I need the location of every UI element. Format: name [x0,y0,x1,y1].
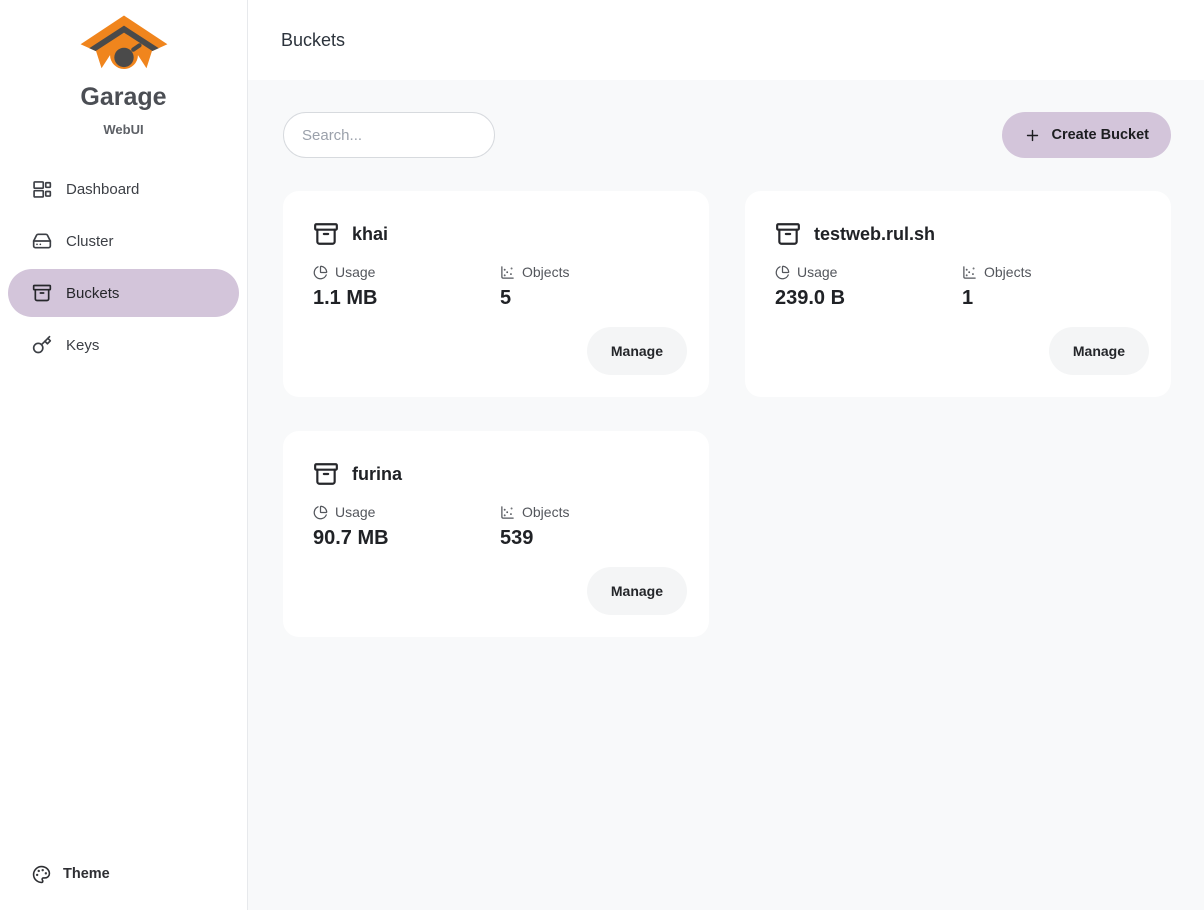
bucket-card-header: furina [313,461,687,487]
objects-value: 5 [500,287,512,309]
usage-label: Usage [335,504,376,520]
palette-icon [32,865,51,883]
main-area: Buckets Create Bucket khai [248,0,1204,910]
bucket-name: testweb.rul.sh [814,223,936,244]
create-bucket-label: Create Bucket [1051,127,1149,143]
sidebar-item-label: Dashboard [66,180,140,198]
bucket-card: testweb.rul.sh Usage 239.0 B [745,191,1171,397]
key-icon [32,335,52,354]
page-title: Buckets [281,29,346,50]
bucket-card-header: testweb.rul.sh [775,221,1149,247]
sidebar-nav: Dashboard Cluster Buckets [0,165,247,369]
content-area: Create Bucket khai [248,80,1204,910]
dashboard-icon [33,181,52,198]
create-bucket-button[interactable]: Create Bucket [1002,112,1171,158]
bucket-icon [314,463,338,485]
usage-stat: Usage 90.7 MB [313,504,500,550]
bucket-card: khai Usage 1.1 MB [283,191,709,397]
theme-label: Theme [63,866,110,882]
app-name: Garage [80,83,167,111]
scatter-chart-icon [501,265,514,279]
sidebar-item-label: Cluster [66,232,114,250]
bucket-stats: Usage 239.0 B Objects 1 [775,264,1149,310]
usage-value: 239.0 B [775,287,846,309]
sidebar-item-cluster[interactable]: Cluster [8,217,239,265]
sidebar-footer: Theme [0,852,247,910]
usage-value: 1.1 MB [313,287,378,309]
usage-label: Usage [797,264,838,280]
top-bar: Buckets [248,0,1204,80]
sidebar-item-label: Keys [66,336,100,354]
search-input[interactable] [283,112,495,158]
usage-stat: Usage 239.0 B [775,264,962,310]
objects-value: 539 [500,527,534,549]
bucket-grid: khai Usage 1.1 MB [283,191,1171,637]
scatter-chart-icon [963,265,976,279]
objects-label: Objects [522,264,570,280]
objects-stat: Objects 1 [962,264,1149,310]
bucket-icon [314,223,338,245]
bucket-name: furina [352,463,403,484]
bucket-icon [776,223,800,245]
bucket-card: furina Usage 90.7 MB [283,431,709,637]
app-logo-block: Garage WebUI [0,0,247,137]
manage-button[interactable]: Manage [1048,327,1149,375]
app-subtitle: WebUI [103,122,144,137]
usage-stat: Usage 1.1 MB [313,264,500,310]
bucket-name: khai [352,223,389,244]
bucket-stats: Usage 1.1 MB Objects 5 [313,264,687,310]
usage-value: 90.7 MB [313,527,389,549]
sidebar-item-keys[interactable]: Keys [8,321,239,369]
usage-label: Usage [335,264,376,280]
scatter-chart-icon [501,505,514,519]
pie-chart-icon [775,265,790,279]
objects-label: Objects [522,504,570,520]
sidebar-item-dashboard[interactable]: Dashboard [8,165,239,213]
garage-logo-icon [80,15,167,70]
manage-button[interactable]: Manage [586,567,687,615]
cluster-icon [32,233,52,249]
pie-chart-icon [313,265,328,279]
theme-toggle[interactable]: Theme [8,852,239,896]
objects-label: Objects [984,264,1032,280]
bucket-card-header: khai [313,221,687,247]
sidebar-item-buckets[interactable]: Buckets [8,269,239,317]
objects-stat: Objects 5 [500,264,687,310]
objects-value: 1 [962,287,974,309]
bucket-stats: Usage 90.7 MB Objects 539 [313,504,687,550]
sidebar: Garage WebUI Dashboard Cluster [0,0,248,910]
sidebar-item-label: Buckets [66,284,120,302]
pie-chart-icon [313,505,328,519]
manage-button[interactable]: Manage [586,327,687,375]
toolbar: Create Bucket [283,112,1171,158]
plus-icon [1027,129,1039,141]
objects-stat: Objects 539 [500,504,687,550]
bucket-icon [32,284,52,302]
